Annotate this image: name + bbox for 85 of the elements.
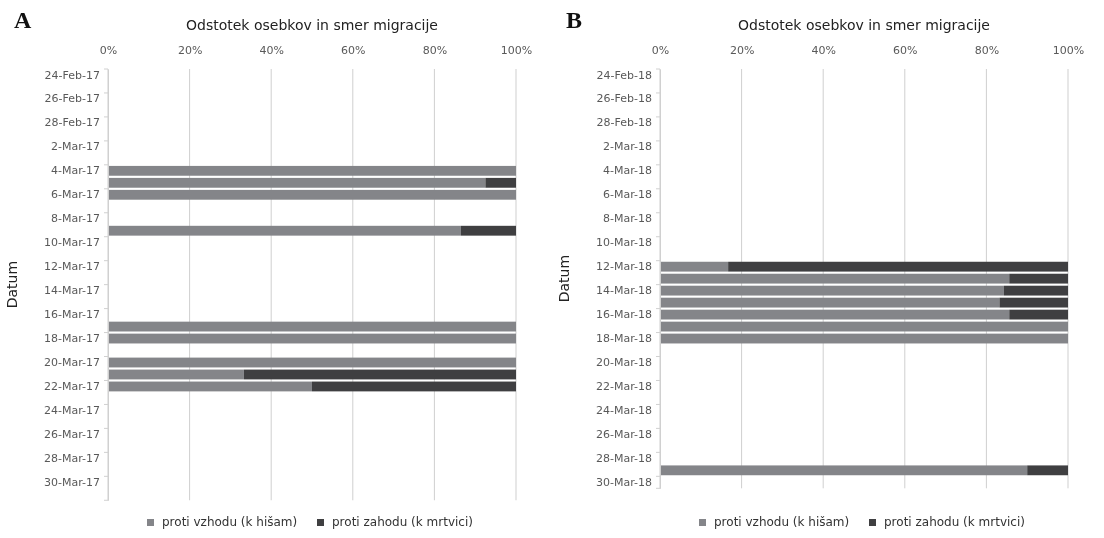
y-tick-label: 14-Mar-17 — [44, 284, 100, 298]
bar — [660, 465, 1028, 476]
y-tick-label: 2-Mar-17 — [51, 140, 100, 154]
y-tick-label: 2-Mar-18 — [603, 140, 652, 154]
x-tick-label: 80% — [422, 44, 448, 57]
y-tick-label: 22-Mar-18 — [596, 379, 652, 393]
bar — [108, 177, 486, 188]
y-axis-title: Datum — [4, 260, 20, 309]
bar — [660, 285, 1004, 296]
x-tick-label: 0% — [651, 44, 670, 57]
bar — [999, 297, 1068, 308]
y-tick-label: 16-Mar-17 — [44, 308, 100, 322]
bar — [460, 225, 516, 236]
x-axis-title: Odstotek osebkov in smer migracije — [186, 17, 438, 33]
y-tick-label: 28-Mar-17 — [44, 451, 100, 465]
bar — [485, 177, 516, 188]
bar — [660, 333, 1068, 344]
x-axis-title: Odstotek osebkov in smer migracije — [738, 17, 990, 33]
x-tick-label: 20% — [729, 44, 755, 57]
text: B — [566, 7, 583, 33]
y-tick-label: 28-Feb-18 — [596, 116, 652, 130]
bar — [1027, 465, 1068, 476]
bar — [660, 321, 1068, 332]
y-tick-label: 10-Mar-17 — [44, 236, 100, 250]
y-tick-label: 4-Mar-18 — [603, 164, 652, 178]
bar — [1009, 273, 1068, 284]
y-tick-label: 24-Feb-17 — [44, 68, 100, 82]
y-tick-label: 26-Feb-18 — [596, 92, 652, 106]
x-tick-label: 60% — [893, 44, 918, 57]
bar — [660, 273, 1010, 284]
y-tick-label: 28-Feb-17 — [44, 116, 100, 130]
y-tick-label: 24-Feb-18 — [596, 68, 652, 82]
legend-label: proti zahodu (k mrtvici) — [332, 515, 473, 529]
legend-label: proti vzhodu (k hišam) — [714, 515, 850, 529]
y-tick-label: 28-Mar-18 — [596, 451, 652, 465]
y-tick-label: 16-Mar-18 — [596, 308, 652, 322]
bar — [660, 309, 1010, 320]
x-tick-label: 20% — [177, 44, 203, 57]
y-tick-label: 18-Mar-17 — [44, 332, 100, 346]
bar — [108, 333, 516, 344]
y-tick-label: 24-Mar-18 — [596, 403, 652, 417]
bar — [1009, 309, 1068, 320]
bar — [243, 369, 516, 380]
bar — [312, 381, 516, 392]
x-tick-label: 80% — [974, 44, 1000, 57]
y-tick-label: 30-Mar-17 — [44, 475, 100, 489]
x-tick-label: 0% — [99, 44, 118, 57]
y-tick-label: 6-Mar-17 — [51, 188, 100, 202]
legend-label: proti vzhodu (k hišam) — [162, 515, 298, 529]
bar — [108, 189, 516, 200]
y-tick-label: 24-Mar-17 — [44, 403, 100, 417]
y-tick-label: 8-Mar-18 — [603, 212, 652, 226]
y-tick-label: 12-Mar-18 — [596, 260, 652, 274]
y-tick-label: 10-Mar-18 — [596, 236, 652, 250]
bar — [660, 297, 1000, 308]
bar — [108, 321, 516, 332]
bar — [108, 369, 244, 380]
y-tick-label: 20-Mar-17 — [44, 356, 100, 370]
bar — [108, 165, 516, 176]
y-tick-label: 26-Mar-17 — [44, 427, 100, 441]
x-tick-label: 60% — [341, 44, 366, 57]
y-tick-label: 26-Feb-17 — [44, 92, 100, 106]
y-tick-label: 26-Mar-18 — [596, 427, 652, 441]
x-tick-label: 100% — [1052, 44, 1085, 57]
bar — [728, 261, 1068, 272]
x-tick-label: 100% — [500, 44, 533, 57]
y-tick-label: 14-Mar-18 — [596, 284, 652, 298]
x-tick-label: 40% — [259, 44, 284, 57]
y-tick-label: 8-Mar-17 — [51, 212, 100, 226]
y-tick-label: 12-Mar-17 — [44, 260, 100, 274]
y-tick-label: 18-Mar-18 — [596, 332, 652, 346]
bar — [1003, 285, 1068, 296]
x-tick-label: 40% — [811, 44, 836, 57]
bar — [108, 357, 516, 368]
y-tick-label: 20-Mar-18 — [596, 356, 652, 370]
bar — [660, 261, 729, 272]
y-tick-label: 22-Mar-17 — [44, 379, 100, 393]
y-axis-title: Datum — [556, 254, 572, 303]
bar — [108, 225, 461, 236]
legend-label: proti zahodu (k mrtvici) — [884, 515, 1025, 529]
y-tick-label: 30-Mar-18 — [596, 475, 652, 489]
y-tick-label: 6-Mar-18 — [603, 188, 652, 202]
y-tick-label: 4-Mar-17 — [51, 164, 100, 178]
bar — [108, 381, 312, 392]
text: A — [14, 7, 32, 33]
